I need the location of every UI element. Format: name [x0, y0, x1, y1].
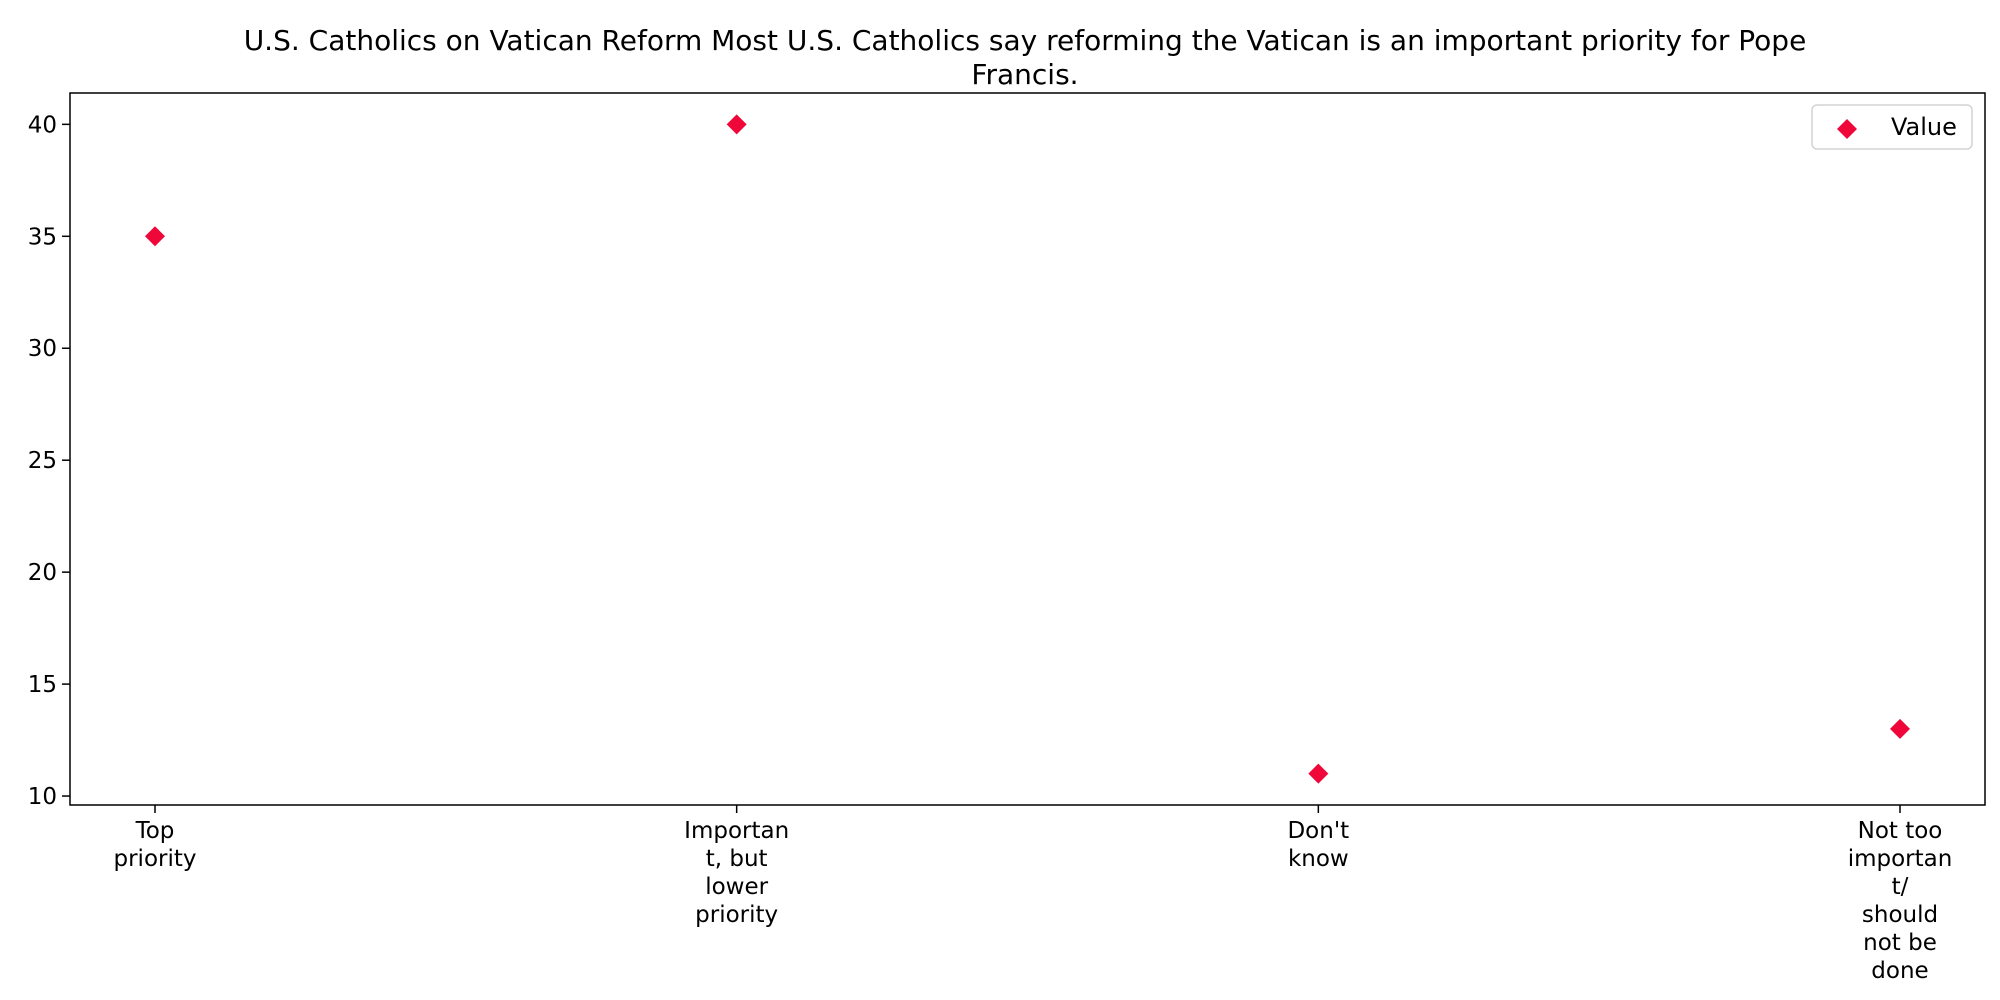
- chart-title-line: U.S. Catholics on Vatican Reform Most U.…: [244, 24, 1807, 57]
- x-tick-label: Top priority: [114, 818, 197, 872]
- x-tick-label-line: done: [1871, 958, 1928, 984]
- x-tick-label-line: t, but: [706, 846, 768, 872]
- y-tick-label: 30: [28, 336, 57, 362]
- y-tick-label: 15: [28, 672, 57, 698]
- chart-title: U.S. Catholics on Vatican Reform Most U.…: [244, 24, 1807, 91]
- y-tick-label: 40: [28, 112, 57, 138]
- y-axis: 10 15 20 25 30 35 40: [28, 112, 70, 810]
- legend-box: [1811, 104, 1973, 150]
- x-tick-label: Not too importan t/should not be done: [1848, 818, 1953, 984]
- legend-marker: [1837, 119, 1857, 139]
- data-point: [1890, 718, 1910, 739]
- y-tick-label: 35: [28, 224, 57, 250]
- x-tick-label-line: Not too: [1858, 818, 1943, 844]
- y-tick-label: 20: [28, 560, 57, 586]
- x-tick-label-line: priority: [695, 902, 778, 928]
- data-point: [1308, 763, 1329, 784]
- x-tick-label-line: priority: [114, 846, 197, 872]
- x-tick-label-line: not be: [1863, 930, 1937, 956]
- x-tick-label-line: know: [1288, 846, 1349, 872]
- legend-label: Value: [1891, 113, 1957, 141]
- y-tick-label: 10: [28, 784, 57, 810]
- x-tick-label-line: Don't: [1287, 818, 1349, 844]
- legend: Value: [1811, 104, 1973, 150]
- data-points: [145, 114, 1910, 784]
- data-point: [145, 226, 165, 247]
- data-point: [726, 114, 747, 135]
- x-tick-label-line: importan: [1848, 846, 1953, 872]
- x-tick-label-line: lower: [705, 874, 768, 900]
- x-tick-label-line: Top: [135, 818, 175, 844]
- chart-title-line: Francis.: [971, 58, 1078, 91]
- x-tick-label-line: t/: [1892, 874, 1909, 900]
- plot-frame: [69, 92, 1986, 806]
- x-tick-label-line: Importan: [684, 818, 789, 844]
- y-tick-label: 25: [28, 448, 57, 474]
- x-tick-label: Importan t, but lower priority: [684, 818, 789, 928]
- x-tick-label-line: should: [1862, 902, 1938, 928]
- x-tick-label: Don't know: [1287, 818, 1349, 872]
